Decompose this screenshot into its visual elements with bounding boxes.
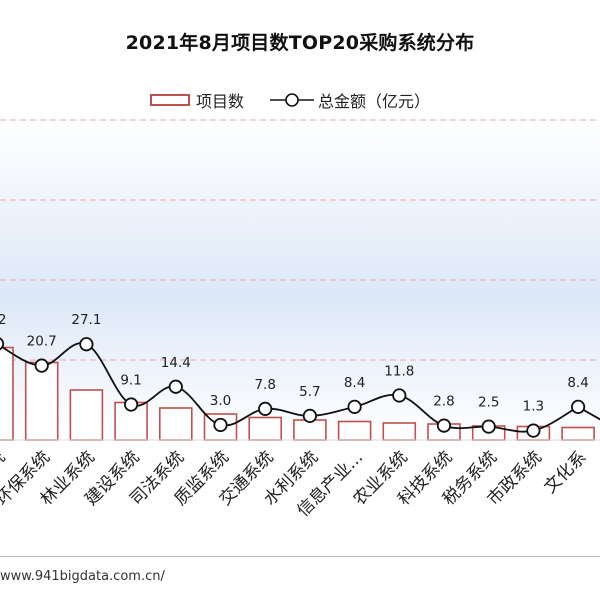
chart-plot-area: .2 20.7 27.1 9.1 14.4 3.0 7.8 5.7 8.4 11.8 2.8 2.5 1…	[0, 119, 600, 521]
chart-title: 2021年8月项目数TOP20采购系统分布	[125, 32, 475, 54]
bar	[0, 346, 14, 441]
data-label: 11.8	[384, 363, 414, 379]
data-label: 14.4	[161, 355, 191, 371]
source-url: www.941bigdata.com.cn/	[0, 569, 165, 584]
legend-item-bars: 项目数	[150, 88, 244, 112]
legend-item-line: 总金额（亿元）	[270, 88, 430, 112]
bar-series	[0, 346, 600, 441]
line-point	[570, 399, 586, 414]
legend-line-swatch	[270, 93, 315, 107]
bottom-rule	[0, 556, 600, 557]
line-point	[392, 388, 407, 403]
data-labels: .2 20.7 27.1 9.1 14.4 3.0 7.8 5.7 8.4 11.8 2.8 2.5 1…	[0, 312, 589, 415]
bar	[248, 416, 282, 441]
bar	[24, 361, 59, 441]
line-point	[436, 418, 452, 433]
bar	[159, 407, 193, 441]
line-series	[0, 337, 600, 438]
data-label: 7.8	[254, 377, 275, 393]
data-label: .2	[0, 312, 6, 328]
line-point	[168, 379, 183, 394]
line-point	[124, 397, 139, 412]
data-label: 8.4	[344, 375, 365, 391]
legend-line-label: 总金额（亿元）	[318, 92, 431, 111]
x-tick-label: 文化系	[540, 447, 590, 497]
data-label: 2.5	[478, 395, 499, 411]
line-point	[213, 417, 228, 433]
bar	[69, 389, 104, 441]
x-tick-labels: 安系统环保系统林业系统建设系统司法系统质监系统交通系统水利系统信息产业...农业…	[0, 447, 591, 521]
data-label: 20.7	[27, 334, 57, 350]
line-point	[79, 337, 94, 352]
legend: 项目数 总金额（亿元）	[150, 88, 456, 112]
data-label: 3.0	[210, 393, 231, 409]
line-point	[34, 358, 49, 373]
data-label: 9.1	[120, 373, 141, 389]
line-point	[0, 337, 5, 351]
line-point	[302, 408, 317, 424]
bar	[337, 420, 372, 441]
line-point	[347, 399, 362, 414]
data-label: 1.3	[523, 399, 544, 415]
line-point	[481, 419, 496, 434]
data-label: 8.4	[567, 375, 588, 391]
legend-bar-swatch	[150, 94, 190, 106]
bar	[382, 422, 417, 441]
line-point	[526, 423, 541, 438]
data-label: 2.8	[433, 394, 454, 410]
legend-bar-label: 项目数	[196, 92, 245, 111]
data-label: 5.7	[299, 384, 320, 400]
data-label: 27.1	[71, 312, 101, 328]
line-point	[258, 401, 273, 416]
bar	[561, 426, 595, 441]
